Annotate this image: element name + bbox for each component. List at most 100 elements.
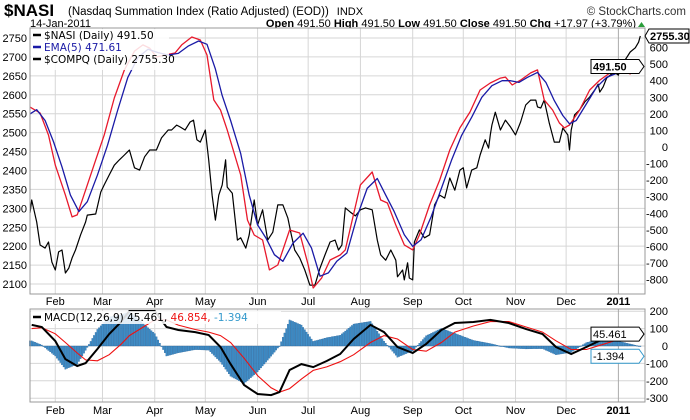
histogram-bar (507, 345, 510, 349)
histogram-bar (54, 345, 57, 357)
histogram-bar (523, 345, 525, 349)
ohlc-label: Close (460, 18, 490, 30)
legend-nasi: $NASI (Daily) 491.50 (44, 30, 154, 42)
left-tick-label: 2400 (3, 165, 27, 177)
histogram-bar (148, 329, 151, 347)
month-label: Feb (46, 296, 65, 308)
left-tick-label: 2600 (3, 90, 27, 102)
macd-tick-label: -300 (646, 393, 668, 405)
histogram-bar (206, 345, 208, 351)
histogram-bar (147, 327, 149, 347)
histogram-bar (91, 338, 94, 347)
macd-legend: MACD(12,26,9) 45.461, 46.854, -1.394 (31, 311, 281, 324)
histogram-bar (84, 345, 87, 351)
histogram-bar (34, 342, 36, 347)
histogram-bar (153, 333, 156, 347)
series-line-compq (29, 35, 641, 286)
month-label: Jul (301, 296, 315, 308)
histogram-bar (150, 330, 153, 347)
histogram-bar (307, 334, 310, 347)
histogram-bar (368, 321, 370, 347)
histogram-bar (548, 345, 551, 352)
histogram-bar (452, 332, 455, 347)
histogram-bar (354, 323, 357, 347)
chg-label: Chg (530, 18, 551, 30)
histogram-bar (165, 345, 168, 357)
histogram-bar (504, 345, 507, 348)
histogram-bar (185, 345, 188, 352)
histogram-bar (319, 339, 321, 347)
histogram-bar (236, 345, 239, 381)
histogram-bar (229, 345, 232, 377)
histogram-bar (398, 345, 401, 357)
macd-tick-label: 100 (650, 324, 668, 336)
histogram-bar (335, 335, 338, 347)
histogram-bar (400, 345, 402, 356)
ohlc-label: Low (398, 18, 420, 30)
histogram-bar (344, 330, 347, 347)
macd-month-label: Feb (46, 405, 65, 417)
left-tick-label: 2450 (3, 147, 27, 159)
histogram-bar (457, 334, 460, 347)
histogram-bar (276, 345, 279, 349)
histogram-bar (545, 345, 547, 351)
histogram-bar (369, 321, 372, 347)
histogram-bar (329, 336, 331, 347)
histogram-bar (309, 336, 311, 347)
histogram-bar (190, 345, 193, 351)
histogram-bar (577, 345, 579, 349)
histogram-bar (292, 321, 294, 347)
histogram-bar (261, 345, 264, 367)
macd-tick-label: 0 (662, 341, 668, 353)
histogram-bar (516, 345, 519, 349)
histogram-bar (325, 337, 328, 347)
histogram-bar (332, 336, 335, 347)
histogram-bar (258, 345, 261, 371)
left-tick-label: 2300 (3, 203, 27, 215)
histogram-bar (86, 345, 89, 348)
histogram-bar (260, 345, 262, 369)
histogram-bar (351, 325, 353, 347)
ohlc-label: High (334, 18, 359, 30)
macd-legend-value: 45.461 (127, 312, 164, 324)
ohlc-summary: Open 491.50 High 491.50 Low 491.50 Close… (266, 18, 636, 30)
histogram-bar (339, 335, 342, 347)
stockcharts-copyright: © StockCharts.com (587, 6, 686, 18)
histogram-bar (101, 323, 104, 347)
histogram-bar (465, 337, 468, 347)
right-tick-label: -600 (646, 241, 668, 253)
histogram-bar (518, 345, 520, 349)
histogram-bar (89, 341, 92, 347)
histogram-bar (72, 345, 75, 366)
histogram-bar (413, 345, 416, 350)
histogram-bar (212, 345, 215, 356)
histogram-bar (433, 331, 436, 347)
histogram-bar (578, 345, 581, 348)
histogram-bar (533, 345, 535, 349)
histogram-bar (534, 345, 537, 349)
histogram-bar (477, 341, 480, 347)
histogram-bar (383, 340, 385, 347)
chg-value: +17.97 (+3.79%) (554, 18, 636, 30)
histogram-bar (551, 345, 554, 354)
histogram-bar (511, 345, 514, 349)
left-tick-label: 2250 (3, 222, 27, 234)
histogram-bar (541, 345, 544, 349)
histogram-bar (502, 345, 505, 347)
histogram-bar (170, 345, 173, 355)
histogram-bar (443, 329, 446, 347)
histogram-bar (310, 338, 313, 347)
histogram-bar (575, 345, 578, 350)
histogram-bar (138, 320, 141, 347)
histogram-bar (636, 345, 638, 347)
ohlc-value: 491.50 (423, 18, 457, 30)
compq-value-tag-box (644, 28, 690, 44)
histogram-bar (320, 338, 323, 347)
histogram-bar (455, 333, 458, 347)
histogram-bar (270, 345, 272, 357)
svg-text:MACD(12,26,9) 45.461, 46.854,: MACD(12,26,9) 45.461, 46.854, -1.394 (44, 312, 248, 324)
histogram-value-tag: -1.394 (593, 351, 624, 363)
histogram-bar (627, 343, 630, 347)
histogram-bar (519, 345, 522, 349)
histogram-bar (88, 344, 90, 347)
